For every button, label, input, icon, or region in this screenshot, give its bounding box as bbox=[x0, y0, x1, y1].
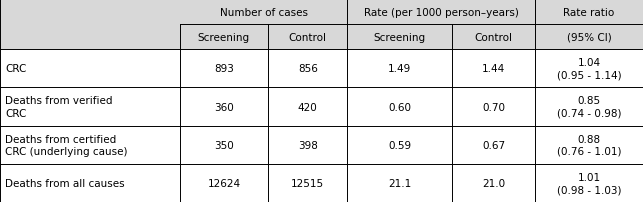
Bar bbox=[347, 164, 452, 202]
Bar bbox=[452, 164, 535, 202]
Text: Rate ratio: Rate ratio bbox=[563, 7, 615, 18]
Bar bbox=[535, 50, 643, 88]
Text: (95% CI): (95% CI) bbox=[566, 33, 611, 42]
Bar bbox=[347, 88, 452, 126]
Bar bbox=[452, 0, 535, 25]
Text: 0.60: 0.60 bbox=[388, 102, 412, 112]
Bar bbox=[268, 164, 347, 202]
Bar bbox=[268, 88, 347, 126]
Text: Screening: Screening bbox=[374, 33, 426, 42]
Bar bbox=[452, 50, 535, 88]
Bar bbox=[268, 126, 347, 164]
Text: 856: 856 bbox=[298, 64, 318, 74]
Bar bbox=[347, 50, 452, 88]
Text: CRC: CRC bbox=[5, 64, 26, 74]
Bar bbox=[452, 88, 535, 126]
Bar bbox=[0, 0, 180, 25]
Text: 350: 350 bbox=[214, 140, 234, 150]
Bar bbox=[180, 126, 268, 164]
Bar bbox=[0, 88, 180, 126]
Bar bbox=[347, 0, 452, 25]
Bar bbox=[452, 126, 535, 164]
Bar bbox=[347, 126, 452, 164]
Bar bbox=[0, 164, 180, 202]
Bar bbox=[535, 164, 643, 202]
Bar bbox=[535, 88, 643, 126]
Text: 21.1: 21.1 bbox=[388, 178, 412, 188]
Bar bbox=[180, 164, 268, 202]
Bar bbox=[180, 0, 268, 25]
Text: 12515: 12515 bbox=[291, 178, 324, 188]
Text: 1.44: 1.44 bbox=[482, 64, 505, 74]
Text: 21.0: 21.0 bbox=[482, 178, 505, 188]
Text: 398: 398 bbox=[298, 140, 318, 150]
Bar bbox=[535, 126, 643, 164]
Text: 0.67: 0.67 bbox=[482, 140, 505, 150]
Text: 1.04
(0.95 - 1.14): 1.04 (0.95 - 1.14) bbox=[557, 58, 621, 80]
Text: Deaths from verified
CRC: Deaths from verified CRC bbox=[5, 96, 113, 118]
Bar bbox=[535, 25, 643, 50]
Text: 1.01
(0.98 - 1.03): 1.01 (0.98 - 1.03) bbox=[557, 172, 621, 194]
Text: 0.85
(0.74 - 0.98): 0.85 (0.74 - 0.98) bbox=[557, 96, 621, 118]
Text: 12624: 12624 bbox=[207, 178, 240, 188]
Text: Control: Control bbox=[475, 33, 512, 42]
Bar bbox=[0, 50, 180, 88]
Bar bbox=[0, 25, 180, 50]
Bar bbox=[535, 0, 643, 25]
Text: 420: 420 bbox=[298, 102, 318, 112]
Text: Deaths from certified
CRC (underlying cause): Deaths from certified CRC (underlying ca… bbox=[5, 134, 127, 156]
Bar bbox=[180, 25, 268, 50]
Bar bbox=[268, 25, 347, 50]
Text: 0.88
(0.76 - 1.01): 0.88 (0.76 - 1.01) bbox=[557, 134, 621, 156]
Bar bbox=[268, 50, 347, 88]
Bar bbox=[180, 50, 268, 88]
Bar bbox=[268, 0, 347, 25]
Text: Number of cases: Number of cases bbox=[220, 7, 307, 18]
Text: 0.59: 0.59 bbox=[388, 140, 412, 150]
Text: Rate (per 1000 person–years): Rate (per 1000 person–years) bbox=[364, 7, 519, 18]
Bar bbox=[452, 25, 535, 50]
Text: Control: Control bbox=[289, 33, 327, 42]
Text: Deaths from all causes: Deaths from all causes bbox=[5, 178, 125, 188]
Text: 0.70: 0.70 bbox=[482, 102, 505, 112]
Text: Screening: Screening bbox=[198, 33, 250, 42]
Text: 360: 360 bbox=[214, 102, 234, 112]
Bar bbox=[347, 25, 452, 50]
Text: 1.49: 1.49 bbox=[388, 64, 412, 74]
Text: 893: 893 bbox=[214, 64, 234, 74]
Bar bbox=[180, 88, 268, 126]
Bar bbox=[0, 126, 180, 164]
